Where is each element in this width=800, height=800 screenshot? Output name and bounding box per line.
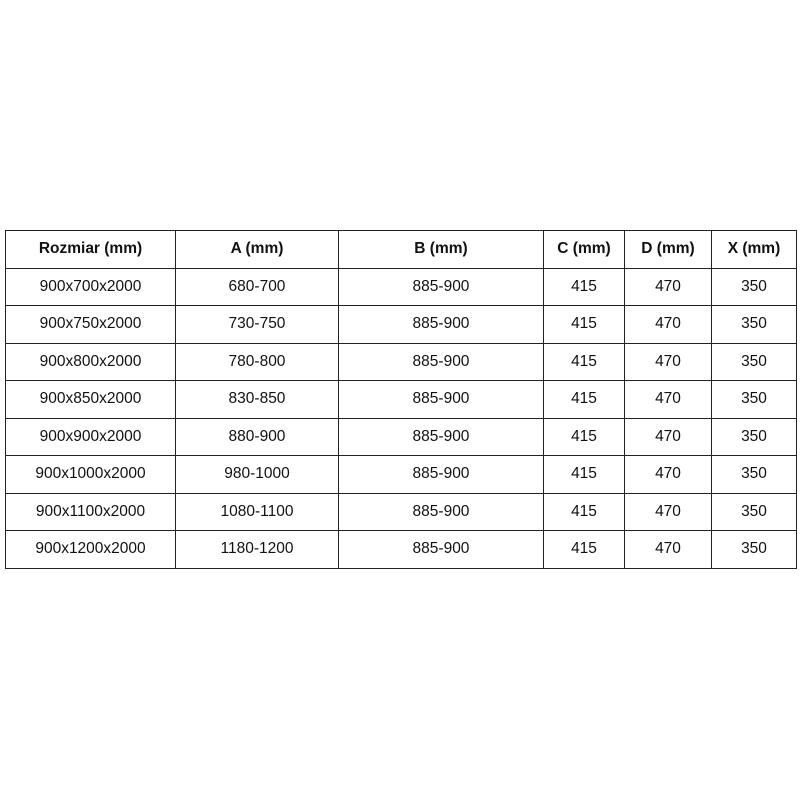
table-cell: 470	[624, 492, 712, 531]
table-cell: 470	[624, 417, 712, 456]
dimensions-table: Rozmiar (mm) A (mm) B (mm) C (mm) D (mm) X (m…	[5, 230, 797, 569]
table-cell: 470	[624, 380, 712, 419]
table-cell: 885-900	[338, 342, 544, 381]
column-header: B (mm)	[338, 230, 544, 269]
table-cell: 415	[543, 267, 625, 306]
table-cell: 900x1200x2000	[5, 530, 176, 569]
table-cell: 470	[624, 530, 712, 569]
table-row: 900x850x2000 830-850 885-900 415 470 350	[5, 380, 797, 419]
table-cell: 350	[711, 417, 797, 456]
table-cell: 470	[624, 267, 712, 306]
table-row: 900x800x2000 780-800 885-900 415 470 350	[5, 342, 797, 381]
table-cell: 900x700x2000	[5, 267, 176, 306]
table-cell: 1180-1200	[175, 530, 339, 569]
table-cell: 730-750	[175, 305, 339, 344]
table-row: 900x1000x2000 980-1000 885-900 415 470 350	[5, 455, 797, 494]
table-cell: 830-850	[175, 380, 339, 419]
table-cell: 900x1000x2000	[5, 455, 176, 494]
table-cell: 470	[624, 342, 712, 381]
column-header: C (mm)	[543, 230, 625, 269]
table-row: 900x750x2000 730-750 885-900 415 470 350	[5, 305, 797, 344]
column-header: X (mm)	[711, 230, 797, 269]
table-cell: 885-900	[338, 380, 544, 419]
table-cell: 350	[711, 492, 797, 531]
column-header: A (mm)	[175, 230, 339, 269]
table-cell: 415	[543, 530, 625, 569]
table-cell: 415	[543, 455, 625, 494]
table-row: 900x700x2000 680-700 885-900 415 470 350	[5, 267, 797, 306]
table-row: 900x1100x2000 1080-1100 885-900 415 470 350	[5, 492, 797, 531]
table-cell: 885-900	[338, 267, 544, 306]
table-cell: 415	[543, 417, 625, 456]
table-cell: 885-900	[338, 530, 544, 569]
table-cell: 415	[543, 492, 625, 531]
table-cell: 350	[711, 342, 797, 381]
table-cell: 350	[711, 305, 797, 344]
table-row: 900x1200x2000 1180-1200 885-900 415 470 350	[5, 530, 797, 569]
header-row: Rozmiar (mm) A (mm) B (mm) C (mm) D (mm) X (m…	[5, 230, 797, 269]
table-body: 900x700x2000 680-700 885-900 415 470 350 900x7…	[5, 267, 797, 569]
table-cell: 900x750x2000	[5, 305, 176, 344]
table-cell: 880-900	[175, 417, 339, 456]
table-cell: 415	[543, 342, 625, 381]
table-cell: 900x800x2000	[5, 342, 176, 381]
table-cell: 980-1000	[175, 455, 339, 494]
table-cell: 885-900	[338, 305, 544, 344]
table-cell: 415	[543, 305, 625, 344]
column-header: D (mm)	[624, 230, 712, 269]
table-cell: 900x1100x2000	[5, 492, 176, 531]
column-header: Rozmiar (mm)	[5, 230, 176, 269]
table-cell: 470	[624, 455, 712, 494]
table-row: 900x900x2000 880-900 885-900 415 470 350	[5, 417, 797, 456]
table-cell: 900x900x2000	[5, 417, 176, 456]
table-cell: 350	[711, 267, 797, 306]
table-cell: 470	[624, 305, 712, 344]
table-cell: 780-800	[175, 342, 339, 381]
table-cell: 350	[711, 530, 797, 569]
table-cell: 885-900	[338, 455, 544, 494]
table-cell: 415	[543, 380, 625, 419]
table-cell: 885-900	[338, 417, 544, 456]
table-cell: 350	[711, 380, 797, 419]
table-cell: 350	[711, 455, 797, 494]
table-cell: 680-700	[175, 267, 339, 306]
table-cell: 900x850x2000	[5, 380, 176, 419]
table-cell: 1080-1100	[175, 492, 339, 531]
table-cell: 885-900	[338, 492, 544, 531]
